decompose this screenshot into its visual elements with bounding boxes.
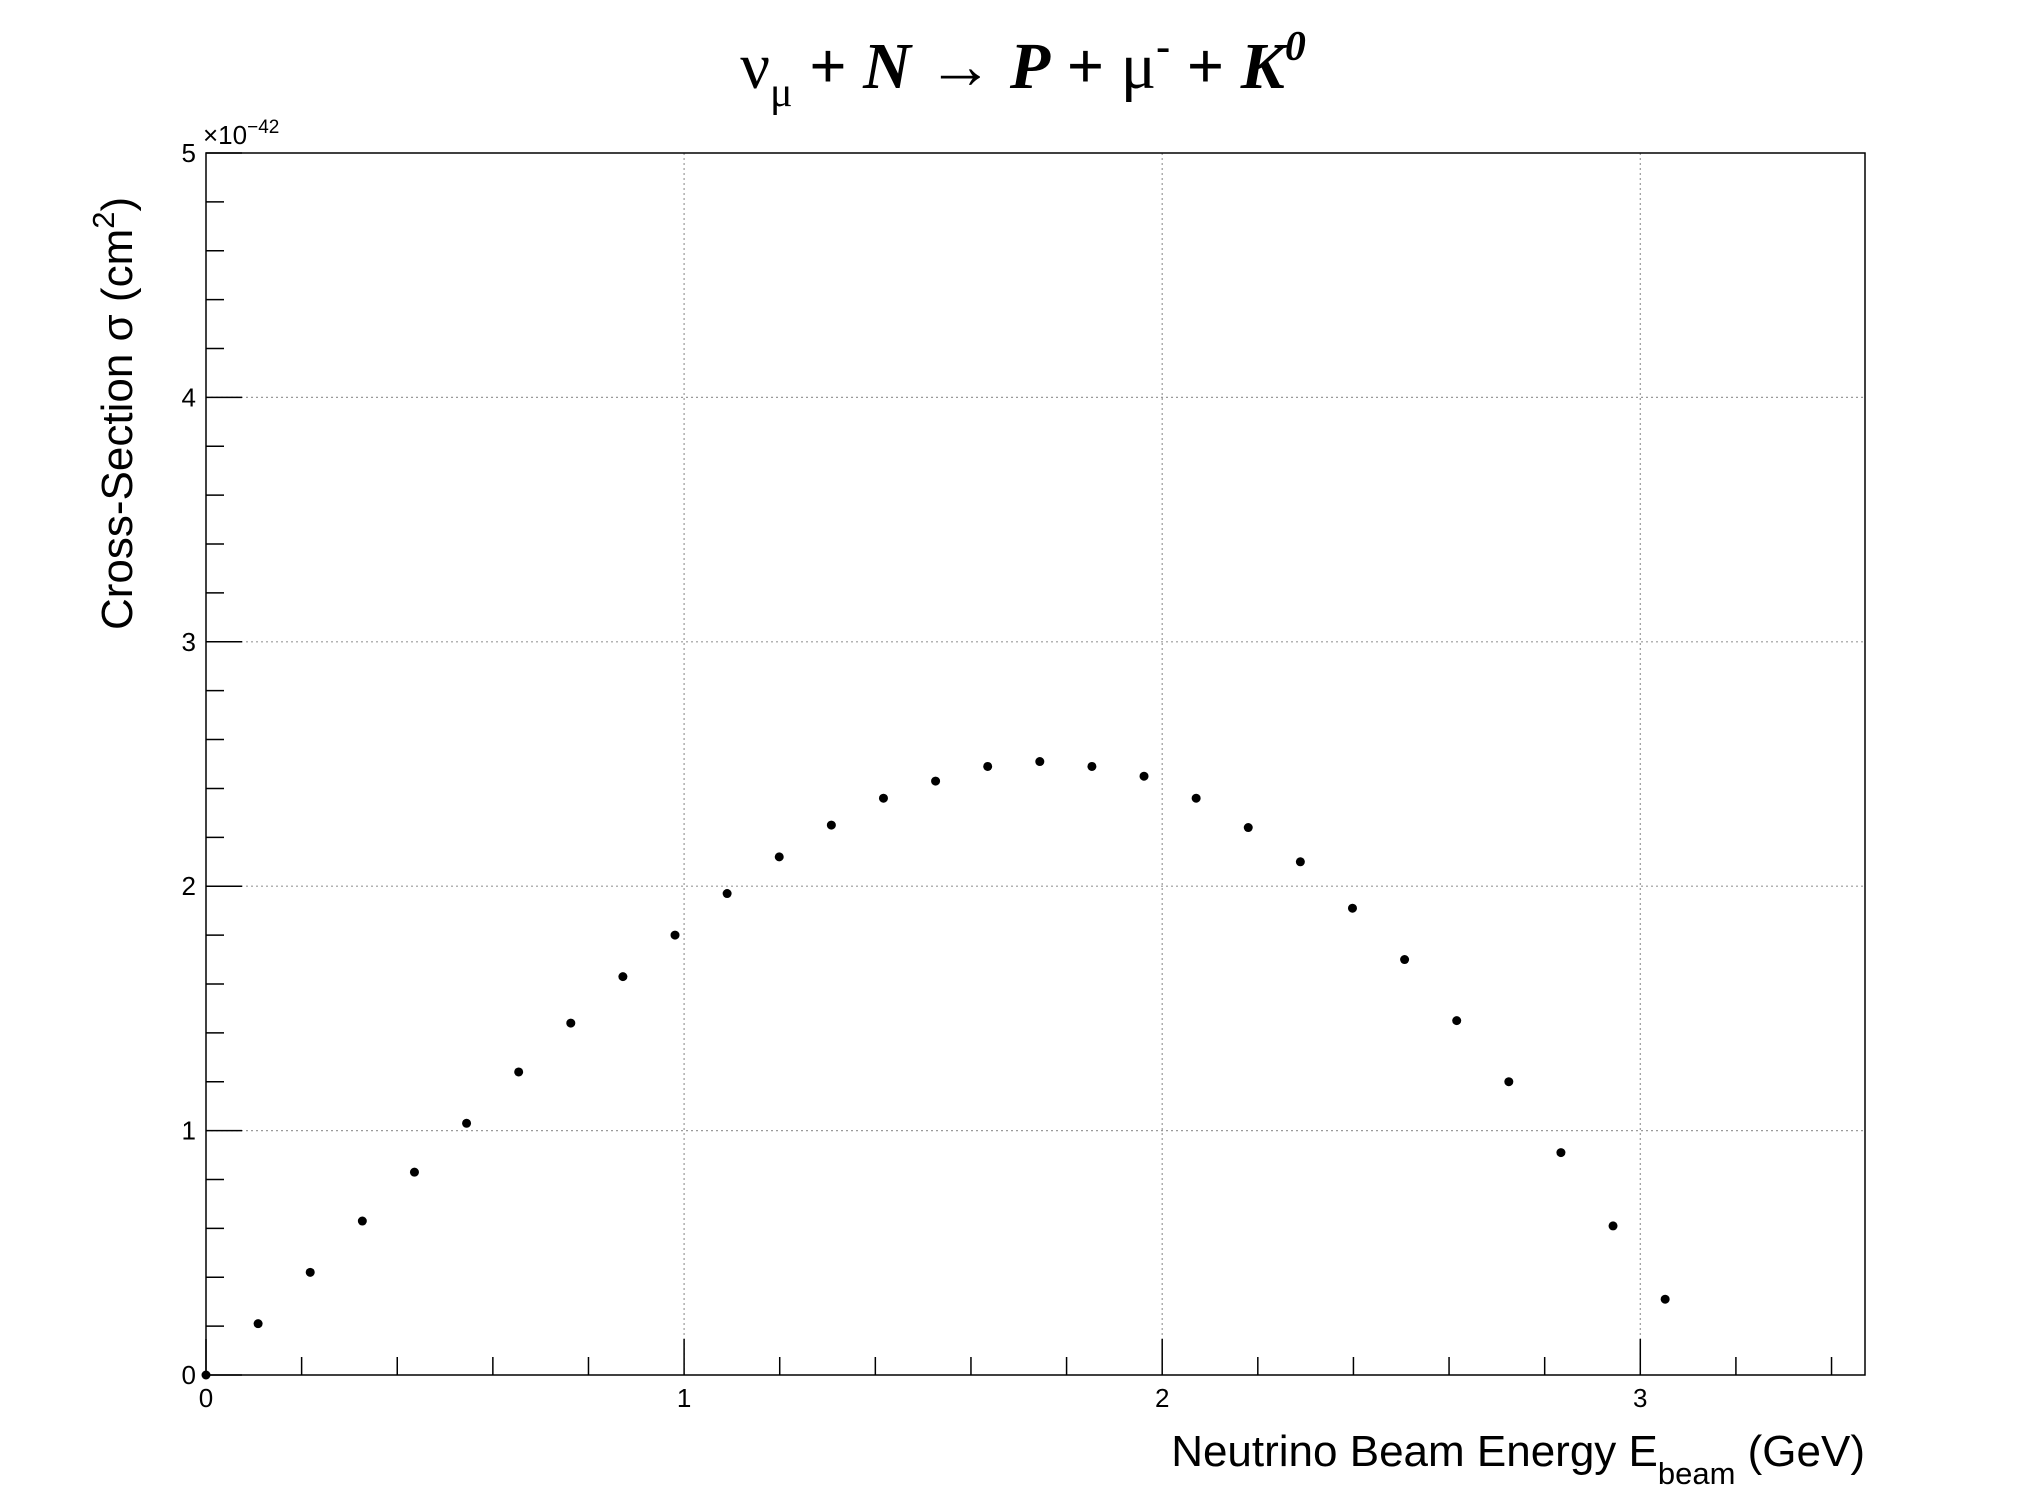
data-points — [201, 757, 1670, 1380]
y-tick-label: 0 — [182, 1360, 196, 1390]
data-point — [305, 1267, 315, 1277]
title-k: K — [1240, 30, 1289, 103]
data-point — [983, 761, 993, 771]
data-point — [1400, 955, 1410, 965]
data-point — [1087, 761, 1097, 771]
title-n: N — [862, 30, 913, 103]
title-minus-superscript: - — [1156, 24, 1170, 70]
data-point — [1556, 1148, 1566, 1158]
tick-label-layer: 0 1 2 3 0 1 2 3 4 5 — [182, 138, 1648, 1413]
title-zero-superscript: 0 — [1285, 24, 1306, 70]
plot-frame — [205, 152, 1866, 1376]
data-point — [1243, 823, 1253, 833]
y-tick-label: 2 — [182, 871, 196, 901]
data-point — [722, 889, 732, 899]
y-axis-title-superscript: 2 — [86, 212, 121, 229]
data-point — [1452, 1016, 1462, 1026]
x-axis-title-subscript: beam — [1658, 1456, 1736, 1491]
data-point — [1347, 903, 1357, 913]
data-point — [1660, 1294, 1670, 1304]
data-point — [1191, 793, 1201, 803]
x-tick-label: 3 — [1633, 1383, 1647, 1413]
data-point — [878, 793, 888, 803]
data-point — [514, 1067, 524, 1077]
title-nu: ν — [740, 30, 770, 103]
y-axis-title-close: ) — [93, 197, 142, 212]
data-point — [618, 972, 628, 982]
y-tick-label: 4 — [182, 382, 196, 412]
y-axis-title: Cross-Section σ (cm2) — [86, 197, 142, 630]
y-axis-title-main: Cross-Section σ (cm — [93, 229, 142, 630]
title-plus-3: + — [1170, 30, 1241, 103]
data-point — [931, 776, 941, 786]
x-tick-label: 2 — [1155, 1383, 1169, 1413]
data-point — [1035, 757, 1045, 767]
y-axis-exponent: ×10−42 — [203, 117, 279, 150]
x-axis-title-unit: (GeV) — [1735, 1427, 1865, 1476]
tick-layer — [205, 152, 1833, 1376]
title-mu-subscript: μ — [770, 70, 793, 116]
y-tick-label: 5 — [182, 138, 196, 168]
data-point — [774, 852, 784, 862]
y-tick-label: 3 — [182, 627, 196, 657]
title-plus-2: + — [1050, 30, 1121, 103]
data-point — [1295, 857, 1305, 867]
title-plus-1: + — [793, 30, 864, 103]
x-tick-label: 1 — [677, 1383, 691, 1413]
x-axis-title: Neutrino Beam Energy Ebeam (GeV) — [1171, 1427, 1865, 1491]
x-axis-title-main: Neutrino Beam Energy E — [1171, 1427, 1658, 1476]
data-point — [566, 1018, 576, 1028]
x-tick-label: 0 — [199, 1383, 213, 1413]
data-point — [670, 930, 680, 940]
data-point — [357, 1216, 367, 1226]
data-point — [409, 1167, 419, 1177]
title-arrow: → — [911, 30, 1010, 103]
y-exponent-power: −42 — [247, 117, 279, 138]
grid-layer — [206, 153, 1865, 1375]
data-point — [253, 1319, 263, 1329]
data-point — [826, 820, 836, 830]
y-tick-label: 1 — [182, 1116, 196, 1146]
title-p: P — [1009, 30, 1051, 103]
title-mu: μ — [1121, 30, 1156, 103]
data-point — [201, 1370, 211, 1380]
data-point — [1608, 1221, 1618, 1231]
data-point — [1139, 771, 1149, 781]
data-point — [462, 1118, 472, 1128]
chart-title: νμ + N → P + μ- + K0 — [740, 24, 1306, 116]
y-exponent-base: ×10 — [203, 120, 247, 150]
data-point — [1504, 1077, 1514, 1087]
